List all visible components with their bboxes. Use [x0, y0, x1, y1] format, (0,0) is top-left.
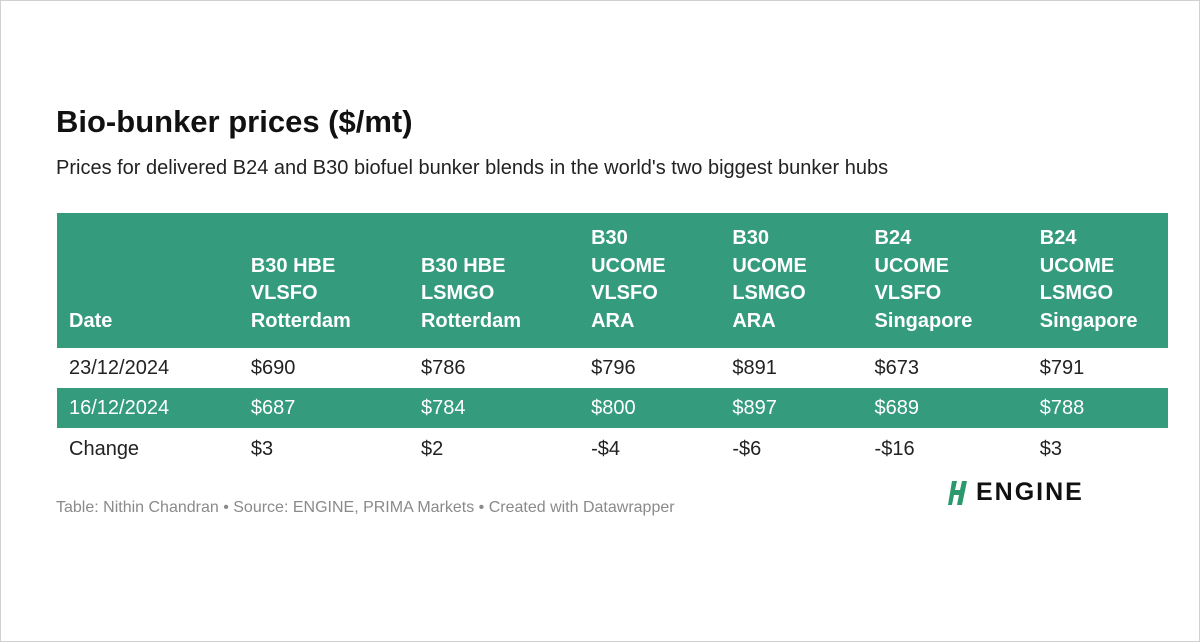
header-line: ARA [591, 309, 635, 332]
subtitle: Prices for delivered B24 and B30 biofuel… [56, 157, 889, 179]
header-line: Singapore [874, 309, 973, 332]
column-header: B30 HBE VLSFO Rotterdam [250, 213, 421, 348]
price-cell: -$16 [874, 437, 915, 460]
title: Bio-bunker prices ($/mt) [56, 104, 413, 139]
row-label: Change [69, 437, 140, 460]
header-line: LSMGO [732, 282, 806, 304]
logo: ENGINE [948, 478, 1084, 507]
table-row: 16/12/2024 $687 $784 $800 $897 $689 $788 [57, 388, 1168, 428]
header-line: UCOME [591, 254, 666, 277]
header-row: Date B30 HBE VLSFO Rotterdam B30 HBE LSMGO Rot… [57, 213, 1168, 348]
price-cell: -$6 [732, 437, 762, 460]
price-cell: $786 [420, 356, 466, 379]
header-line: B30 [732, 227, 770, 249]
price-cell: $2 [420, 437, 444, 460]
logo-text: ENGINE [976, 478, 1084, 506]
price-cell: $687 [250, 388, 421, 428]
price-cell: -$4 [591, 437, 621, 460]
header-line: UCOME [874, 254, 949, 277]
price-cell: $791 [1039, 356, 1085, 379]
header-line: B24 [1039, 227, 1077, 249]
row-label: 16/12/2024 [57, 388, 251, 428]
header-line: LSMGO [1039, 282, 1114, 304]
header-line: UCOME [732, 254, 807, 277]
column-header: Date [57, 213, 251, 348]
footer: Table: Nithin Chandran • Source: ENGINE,… [56, 499, 675, 516]
header-line: B24 [874, 227, 912, 249]
price-cell: $690 [250, 356, 296, 379]
price-cell: $788 [1039, 388, 1168, 428]
column-header: B24 UCOME LSMGO Singapore [1039, 213, 1168, 348]
header-line: Rotterdam [420, 309, 521, 332]
price-cell: $3 [1039, 437, 1063, 460]
header-line: Date [69, 309, 113, 332]
table-body: 23/12/2024 $690 $786 $796 $891 $673 $791 16/12/… [57, 348, 1168, 470]
header-line: VLSFO [250, 282, 318, 304]
column-header: B30 HBE LSMGO Rotterdam [420, 213, 592, 348]
price-cell: $796 [591, 356, 636, 379]
price-cell: $891 [732, 356, 777, 379]
price-cell: $784 [420, 388, 592, 428]
price-cell: $897 [732, 388, 875, 428]
table-row: 23/12/2024 $690 $786 $796 $891 $673 $791 [57, 348, 1168, 388]
price-table: Date B30 HBE VLSFO Rotterdam B30 HBE LSMGO Rot… [57, 213, 1168, 470]
price-cell: $3 [250, 437, 274, 460]
column-header: B30 UCOME LSMGO ARA [732, 213, 875, 348]
header-line: VLSFO [591, 282, 658, 304]
header-line: ARA [732, 309, 776, 332]
row-label: 23/12/2024 [69, 356, 170, 379]
header-line: Singapore [1039, 309, 1138, 332]
header-line: Rotterdam [250, 309, 351, 332]
header-line: UCOME [1039, 254, 1115, 277]
column-header: B30 UCOME VLSFO ARA [591, 213, 733, 348]
header-line: VLSFO [874, 282, 942, 304]
header-line: B30 [591, 227, 628, 249]
column-header: B24 UCOME VLSFO Singapore [874, 213, 1040, 348]
logo-icon [948, 480, 967, 505]
header-line: B30 HBE [250, 254, 336, 277]
header-line: LSMGO [420, 282, 495, 304]
price-cell: $673 [874, 356, 920, 379]
table-row: Change $3 $2 -$4 -$6 -$16 $3 [57, 428, 1168, 470]
price-cell: $689 [874, 388, 1040, 428]
header-line: B30 HBE [420, 254, 506, 277]
price-cell: $800 [591, 388, 733, 428]
